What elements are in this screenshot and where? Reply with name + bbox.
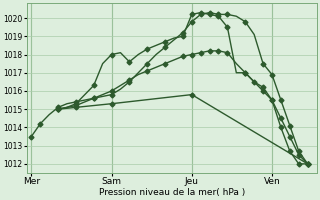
X-axis label: Pression niveau de la mer( hPa ): Pression niveau de la mer( hPa ) [99, 188, 245, 197]
